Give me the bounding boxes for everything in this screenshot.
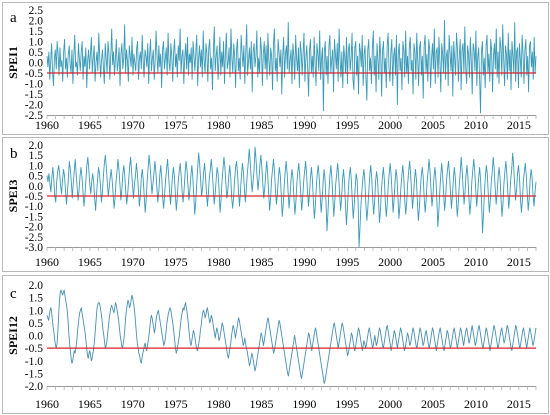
y-tick-label: 1.0 — [29, 305, 44, 317]
x-tick-label: 1990 — [292, 397, 316, 411]
series-line — [46, 20, 537, 114]
panel-letter: b — [10, 146, 18, 162]
y-tick-label: -3.0 — [25, 242, 43, 254]
y-tick-label: -1.0 — [25, 356, 43, 368]
y-tick-label: -2.5 — [25, 110, 43, 122]
x-tick-label: 2015 — [507, 397, 531, 411]
series-line — [46, 146, 537, 248]
y-tick-label: -2.5 — [25, 232, 43, 244]
y-tick-label: -1.0 — [25, 79, 43, 91]
y-tick-label: 1.5 — [29, 150, 44, 162]
x-tick-label: 1980 — [207, 255, 231, 269]
x-tick-label: 1970 — [121, 397, 145, 411]
x-tick-label: 1990 — [292, 255, 316, 269]
x-tick-label: 1980 — [207, 397, 231, 411]
y-tick-label: 0.5 — [29, 47, 44, 59]
panel-a: a SPEI1 2.52.01.51.00.50.0-0.5-1.0-1.5-2.0… — [2, 2, 549, 135]
y-tick-label: -0.5 — [25, 191, 43, 203]
y-tick-label: -2.0 — [25, 381, 43, 393]
x-tick-label: 1975 — [164, 397, 188, 411]
x-tick-label: 1960 — [35, 255, 59, 269]
x-tick-label: 2005 — [421, 255, 445, 269]
x-tick-label: 2000 — [378, 255, 402, 269]
x-tick-label: 2010 — [464, 397, 488, 411]
x-tick-label: 1965 — [78, 118, 102, 132]
y-tick-label: 2.0 — [29, 140, 44, 152]
panel-letter: c — [10, 286, 17, 302]
y-tick-label: -0.5 — [25, 343, 43, 355]
y-axis-title: SPEI1 — [6, 46, 20, 79]
y-tick-label: -1.5 — [25, 89, 43, 101]
y-tick-label: 2.0 — [29, 16, 44, 28]
x-tick-label: 1995 — [335, 397, 359, 411]
x-tick-label: 1980 — [207, 118, 231, 132]
x-tick-label: 1985 — [249, 255, 273, 269]
x-tick-label: 1975 — [164, 118, 188, 132]
panel-frame — [2, 137, 549, 272]
series-line — [46, 289, 537, 384]
y-tick-label: -2.0 — [25, 222, 43, 234]
y-tick-label: 0.0 — [29, 58, 44, 70]
x-tick-label: 2005 — [421, 397, 445, 411]
y-tick-label: 1.5 — [29, 26, 44, 38]
x-tick-label: 1985 — [249, 397, 273, 411]
x-tick-label: 2005 — [421, 118, 445, 132]
y-tick-label: -2.0 — [25, 100, 43, 112]
x-tick-label: 1975 — [164, 255, 188, 269]
y-tick-label: 2.5 — [29, 5, 44, 17]
panel-b: b SPEI3 2.01.51.00.50.0-0.5-1.0-1.5-2.0-2.… — [2, 137, 549, 272]
y-tick-label: 1.0 — [29, 160, 44, 172]
y-axis-title: SPEI12 — [6, 316, 20, 355]
y-tick-label: 1.5 — [29, 293, 44, 305]
y-tick-label: 0.5 — [29, 171, 44, 183]
y-tick-label: 0.0 — [29, 181, 44, 193]
x-tick-label: 1970 — [121, 118, 145, 132]
x-tick-label: 1965 — [78, 397, 102, 411]
y-tick-label: -1.5 — [25, 368, 43, 380]
y-tick-label: -0.5 — [25, 68, 43, 80]
y-tick-label: 2.0 — [29, 280, 44, 292]
x-tick-label: 2000 — [378, 397, 402, 411]
panel-c: c SPEI12 2.01.51.00.50.0-0.5-1.0-1.5-2.0 19… — [2, 275, 549, 414]
y-tick-label: 0.0 — [29, 331, 44, 343]
y-axis-title: SPEI3 — [6, 180, 20, 213]
x-tick-label: 1965 — [78, 255, 102, 269]
x-tick-label: 1970 — [121, 255, 145, 269]
x-tick-label: 1990 — [292, 118, 316, 132]
x-tick-label: 2000 — [378, 118, 402, 132]
x-tick-label: 1995 — [335, 118, 359, 132]
x-tick-label: 2015 — [507, 255, 531, 269]
x-tick-label: 2010 — [464, 118, 488, 132]
y-tick-label: 0.5 — [29, 318, 44, 330]
x-tick-label: 2010 — [464, 255, 488, 269]
y-tick-label: -1.0 — [25, 201, 43, 213]
x-tick-label: 2015 — [507, 118, 531, 132]
y-tick-label: -1.5 — [25, 211, 43, 223]
y-tick-label: 1.0 — [29, 37, 44, 49]
x-tick-label: 1960 — [35, 397, 59, 411]
x-tick-label: 1960 — [35, 118, 59, 132]
panel-letter: a — [10, 10, 17, 26]
x-tick-label: 1995 — [335, 255, 359, 269]
x-tick-label: 1985 — [249, 118, 273, 132]
